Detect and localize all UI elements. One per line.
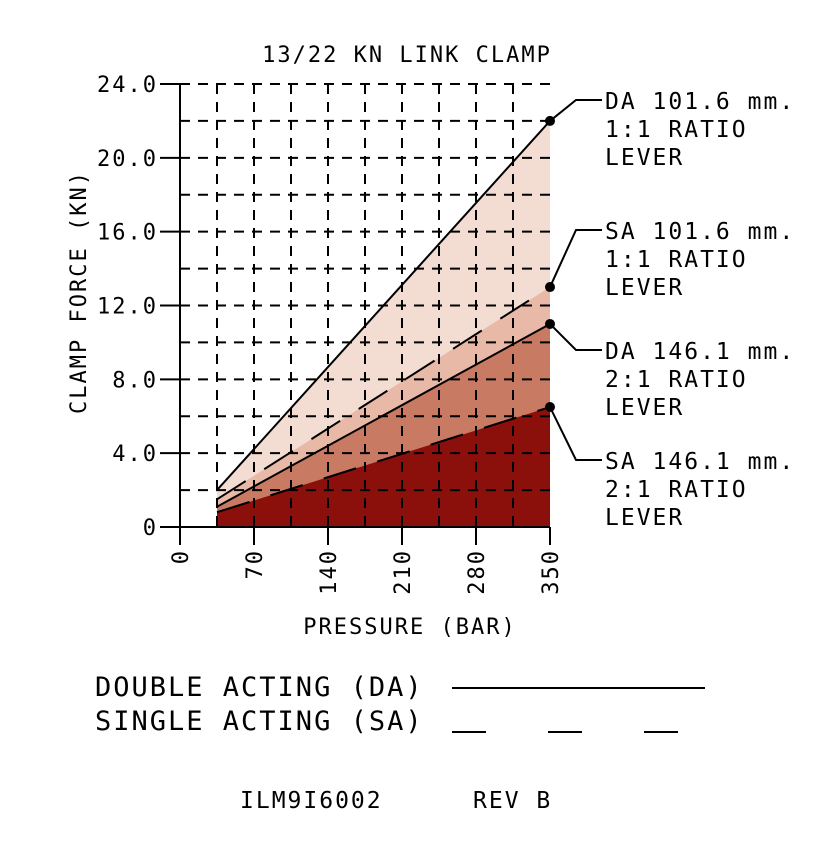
force-area-fills — [217, 120, 550, 528]
chart-axes: 0 4.0 8.0 12.0 16.0 20.0 24.0 0 70 140 210 280 350 — [97, 73, 564, 595]
callout-text-3: 2:1 RATIO — [605, 367, 748, 393]
x-tick-label: 70 — [243, 549, 268, 580]
series-line-3 — [216, 323, 551, 508]
x-tick-label: 140 — [317, 549, 342, 595]
callout-text-1: LEVER — [605, 145, 684, 171]
callout-text-1: 1:1 RATIO — [605, 117, 748, 143]
x-tick-label: 280 — [465, 549, 490, 595]
legend-double-acting: DOUBLE ACTING (DA) — [95, 672, 424, 703]
chart-title: 13/22 KN LINK CLAMP — [262, 43, 552, 68]
area-fill-4 — [217, 407, 550, 527]
callout-text-4: LEVER — [605, 505, 684, 531]
callout-text-4: SA 146.1 mm. — [605, 449, 795, 475]
callout-leader-1 — [549, 99, 602, 122]
series-line-2 — [216, 286, 551, 501]
x-tick-label: 350 — [539, 549, 564, 595]
series-lines — [216, 115, 555, 514]
legend-single-acting: SINGLE ACTING (SA) — [95, 706, 424, 737]
x-tick-label: 210 — [391, 549, 416, 595]
callout-text-2: 1:1 RATIO — [605, 247, 748, 273]
y-tick-label: 16.0 — [97, 221, 158, 246]
callout-text-2: SA 101.6 mm. — [605, 219, 795, 245]
callout-leader-4 — [549, 406, 602, 461]
drawing-number: ILM9I6002 — [240, 788, 383, 814]
callout-leader-2 — [549, 229, 602, 288]
y-tick-label: 12.0 — [97, 295, 158, 320]
callout-text-3: DA 146.1 mm. — [605, 339, 795, 365]
y-tick-label: 8.0 — [112, 368, 158, 393]
callout-leader-3 — [549, 323, 602, 351]
legend-line-samples — [452, 687, 705, 733]
series-line-4 — [216, 406, 551, 514]
y-tick-label: 0 — [143, 516, 158, 541]
y-tick-label: 20.0 — [97, 147, 158, 172]
callout-text-2: LEVER — [605, 275, 684, 301]
callout-text-3: LEVER — [605, 395, 684, 421]
y-tick-label: 4.0 — [112, 442, 158, 467]
revision-label: REV B — [473, 788, 553, 814]
callout-text-1: DA 101.6 mm. — [605, 89, 795, 115]
series-line-1 — [216, 120, 551, 491]
y-tick-label: 24.0 — [97, 73, 158, 98]
x-axis-label: PRESSURE (BAR) — [303, 615, 516, 640]
x-tick-label: 0 — [169, 549, 194, 564]
callout-text-4: 2:1 RATIO — [605, 477, 748, 503]
y-axis-label: CLAMP FORCE (KN) — [67, 170, 92, 414]
